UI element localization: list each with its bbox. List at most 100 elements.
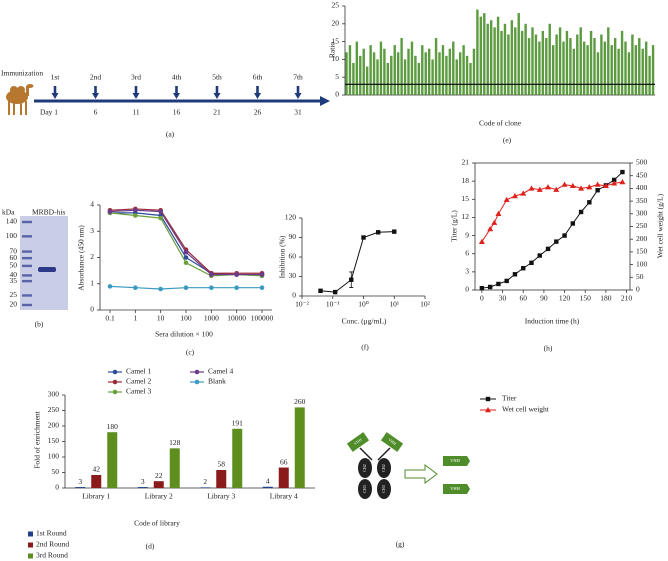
point — [529, 260, 534, 265]
bar — [527, 38, 531, 95]
panel-label: (g) — [396, 540, 405, 549]
bar — [510, 20, 514, 96]
bar — [445, 55, 448, 95]
sample-band — [38, 266, 56, 272]
point — [479, 285, 485, 291]
legend-label: 1st Round — [36, 529, 67, 538]
bar — [589, 30, 593, 96]
fc-domain — [358, 479, 372, 499]
axis-title: Conc. (μg/mL) — [342, 317, 387, 326]
marker-label: 140 — [6, 217, 18, 226]
round-label: 3rd — [131, 73, 141, 82]
value-label: 3 — [141, 477, 145, 486]
y-tick-label: 50 — [636, 272, 644, 281]
axis-title: Code of library — [134, 519, 180, 528]
bar — [600, 34, 603, 95]
point — [578, 209, 584, 215]
point — [503, 196, 510, 203]
bar — [169, 448, 180, 488]
bar — [489, 20, 493, 96]
y-tick-label: 15 — [462, 194, 470, 203]
legend-label: 3rd Round — [36, 551, 68, 560]
value-label: 260 — [294, 397, 306, 406]
point — [485, 396, 491, 402]
bar — [462, 45, 465, 95]
fc-domain — [358, 458, 372, 478]
bar — [555, 34, 558, 95]
bar — [365, 66, 369, 95]
point — [183, 249, 189, 255]
point — [611, 177, 617, 183]
bar — [91, 474, 102, 488]
y-tick-label: 300 — [636, 209, 648, 218]
y-tick-label: 0 — [292, 291, 296, 300]
marker-label: 20 — [10, 300, 18, 309]
y-tick-label: 25 — [332, 1, 340, 10]
bar — [551, 45, 555, 95]
legend-label: Wet cell weight — [502, 405, 550, 414]
axes — [64, 395, 315, 489]
point — [332, 289, 338, 295]
y-tick-label: 0 — [90, 305, 94, 314]
bar — [496, 16, 500, 95]
marker-label: 40 — [10, 270, 18, 279]
point — [620, 169, 625, 175]
bar — [153, 481, 164, 488]
bar — [582, 41, 586, 95]
point — [569, 182, 576, 189]
x-tick-label: 210 — [621, 294, 633, 303]
bar — [531, 27, 534, 95]
point — [520, 190, 527, 196]
bar — [352, 62, 355, 95]
bar — [624, 41, 627, 95]
bar — [607, 27, 610, 95]
bar — [648, 55, 651, 95]
y-tick-label: 30 — [289, 271, 297, 280]
legend-swatch — [28, 531, 33, 537]
point — [133, 213, 138, 218]
bar — [620, 30, 624, 96]
bar — [441, 45, 445, 95]
y-tick-label: 300 — [48, 390, 60, 399]
legend-label: 2nd Round — [36, 540, 69, 549]
bar — [500, 30, 503, 96]
bar — [107, 432, 118, 488]
legend-marker — [112, 379, 118, 385]
bar — [538, 41, 541, 95]
round-label: 5th — [212, 73, 222, 82]
bar — [524, 23, 527, 95]
legend-marker — [194, 379, 200, 385]
bar — [465, 55, 469, 95]
legend-marker — [194, 369, 200, 375]
bar — [486, 23, 489, 95]
x-tick-label: 100000 — [251, 314, 274, 323]
vhh-domain — [380, 432, 404, 452]
round-label: 1st — [51, 73, 61, 82]
series-line — [109, 212, 263, 277]
axis-title: Titer (g/L) — [450, 210, 459, 242]
bar — [438, 52, 441, 95]
panel-label: (f) — [361, 343, 369, 352]
round-label: 2nd — [90, 73, 102, 82]
point — [536, 186, 543, 192]
point — [183, 260, 189, 266]
point — [158, 286, 163, 292]
value-label: 2 — [203, 477, 207, 486]
bar — [458, 52, 462, 95]
bar — [569, 38, 572, 95]
bar — [479, 16, 483, 95]
bar — [376, 59, 379, 95]
y-tick-label: 60 — [289, 252, 297, 261]
y-tick-label: 3 — [90, 226, 94, 235]
point — [578, 185, 585, 191]
point — [158, 209, 163, 214]
bar — [383, 48, 386, 95]
marker-label: 100 — [6, 231, 18, 240]
bar — [262, 486, 273, 488]
ladder-band — [22, 220, 32, 224]
axis-title: Fold of enrichment — [33, 410, 42, 468]
ladder-band — [22, 264, 32, 268]
bar — [576, 34, 579, 95]
bar — [355, 41, 359, 95]
